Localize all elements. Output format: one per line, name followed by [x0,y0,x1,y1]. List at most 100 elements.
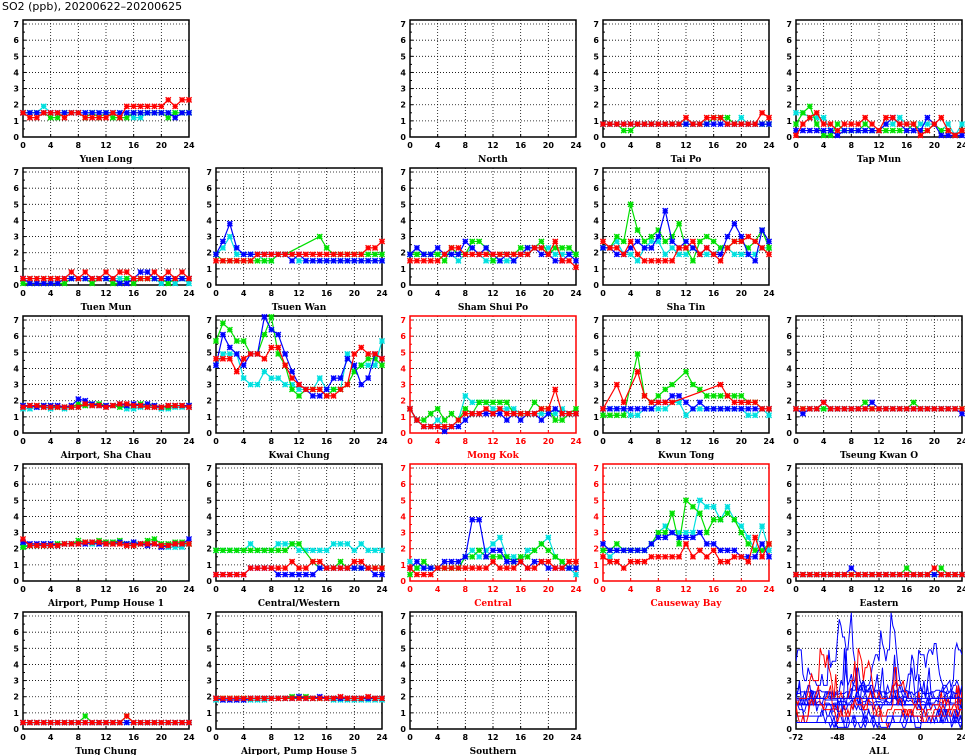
data-point [316,386,323,393]
data-point [834,132,841,139]
y-tick-label: 4 [206,660,212,669]
plot-frame [409,611,577,730]
y-tick-label: 6 [13,628,19,637]
data-point [958,132,965,139]
data-point [703,114,710,121]
y-tick-label: 2 [593,397,599,406]
data-point [641,392,648,399]
data-point [745,120,752,128]
data-point [295,547,303,554]
data-point [938,127,945,134]
data-point [54,275,61,282]
x-tick-label: 4 [241,289,247,298]
x-tick-label: 16 [321,289,333,298]
data-point [841,120,848,128]
y-tick-label: 6 [400,36,406,45]
x-tick-label: 12 [100,733,111,742]
data-point [752,547,759,554]
x-tick-label: 24 [956,437,965,446]
y-tick-label: 4 [13,512,19,521]
data-point [441,416,448,424]
y-tick-label: 3 [400,529,406,538]
station-label: Tung Chung [75,747,137,755]
plot-frame [602,19,770,138]
data-point [61,114,68,121]
data-point [613,238,620,245]
x-tick-label: 0 [793,141,799,150]
x-tick-label: 4 [821,437,827,446]
data-point [302,564,310,572]
data-point [448,251,455,258]
x-tick-label: 16 [901,437,913,446]
data-point [738,251,745,258]
data-point [268,344,275,351]
data-point [724,114,731,121]
data-point [703,503,710,510]
data-point [758,405,766,412]
plot-frame [409,167,577,286]
x-tick-label: 24 [376,437,388,446]
station-label: Central/Western [258,599,341,609]
y-tick-label: 6 [206,184,212,193]
data-point [172,109,179,116]
y-tick-label: 7 [400,316,406,325]
y-tick-label: 5 [206,496,212,505]
station-label: Tsuen Wan [272,303,327,313]
x-tick-label: 4 [48,141,54,150]
data-point [696,497,703,504]
x-tick-label: 0 [213,585,219,594]
data-point [95,539,103,546]
x-tick-label: 0 [600,141,606,150]
data-point [165,402,172,409]
data-point [89,280,96,287]
data-point [40,109,47,116]
data-point [565,244,573,251]
data-point [606,558,614,565]
data-point [434,416,441,424]
data-point [165,542,172,549]
data-point [834,127,841,134]
data-point [240,337,247,345]
data-point [792,127,800,134]
data-point [441,558,448,565]
data-point [365,547,372,554]
data-point [655,120,662,128]
data-point [116,280,123,287]
data-point [219,331,227,338]
data-point [275,540,282,547]
data-point [689,238,697,245]
data-point [47,719,54,726]
data-point [717,114,724,121]
data-point [268,564,275,572]
data-point [282,547,289,554]
data-point [669,392,676,399]
data-point [696,251,703,258]
y-tick-label: 0 [593,281,599,290]
data-point [288,558,296,565]
data-point [316,564,323,572]
data-point [538,251,545,258]
data-point [123,712,130,720]
data-point [868,127,876,134]
data-point [151,540,158,547]
data-point [489,540,497,547]
data-point [448,558,455,565]
data-point [765,244,773,251]
x-tick-label: 4 [241,733,247,742]
x-tick-label: 8 [463,437,469,446]
data-point [219,547,227,554]
data-point [724,503,731,510]
x-tick-label: 4 [628,437,634,446]
data-point [434,244,441,251]
data-point [738,553,745,560]
data-point [476,564,483,572]
data-point [130,719,137,726]
data-point [420,416,427,424]
data-point [599,412,607,419]
data-point [358,564,365,572]
data-point [620,547,627,554]
y-tick-label: 0 [593,429,599,438]
